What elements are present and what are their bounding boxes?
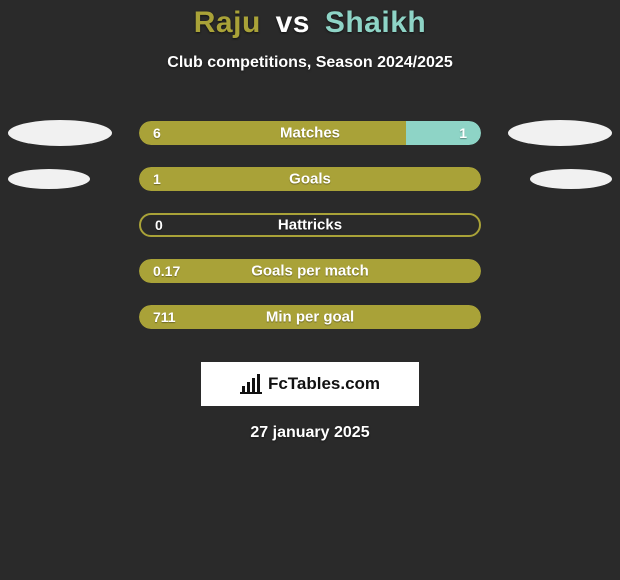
bar-chart-icon (240, 374, 264, 394)
player1-avatar (8, 120, 112, 146)
player2-avatar (530, 169, 612, 189)
player1-avatar (8, 169, 90, 189)
page-title: Raju vs Shaikh (0, 0, 620, 40)
stat-bar: Hattricks0 (139, 213, 481, 237)
stat-value-left: 0 (155, 218, 163, 232)
stat-bar: Min per goal711 (139, 305, 481, 329)
player1-name: Raju (194, 6, 261, 39)
player2-name: Shaikh (325, 6, 426, 39)
brand-box[interactable]: FcTables.com (201, 362, 419, 406)
subtitle: Club competitions, Season 2024/2025 (0, 54, 620, 72)
bar-fill-left (139, 305, 481, 329)
stat-row: Matches61 (0, 110, 620, 156)
stat-row: Goals1 (0, 156, 620, 202)
stat-bar: Matches61 (139, 121, 481, 145)
stat-row: Goals per match0.17 (0, 248, 620, 294)
player2-avatar (508, 120, 612, 146)
brand-text: FcTables.com (268, 374, 380, 394)
bar-fill-left (139, 121, 406, 145)
stat-row: Hattricks0 (0, 202, 620, 248)
stat-bar: Goals per match0.17 (139, 259, 481, 283)
bar-fill-left (139, 259, 481, 283)
stat-row: Min per goal711 (0, 294, 620, 340)
bar-fill-right (406, 121, 481, 145)
stat-bar: Goals1 (139, 167, 481, 191)
bar-fill-left (139, 167, 481, 191)
vs-label: vs (270, 6, 316, 39)
date-label: 27 january 2025 (0, 424, 620, 442)
stat-label: Hattricks (141, 218, 479, 233)
stats-container: Matches61 Goals1 Hattricks0 Goals per match… (0, 110, 620, 340)
